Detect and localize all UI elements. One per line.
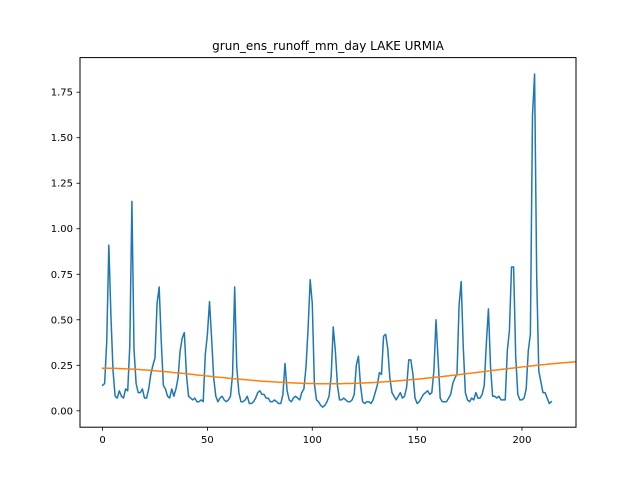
y-axis: 0.00 0.25 0.50 0.75 1.00 1.25 1.50 1.75 <box>51 88 80 417</box>
y-tick-label: 0.75 <box>51 270 73 281</box>
series-line-1 <box>101 73 553 408</box>
axes-frame <box>79 57 577 428</box>
series-layer <box>101 73 576 408</box>
y-tick-label: 0.00 <box>51 406 73 417</box>
y-tick-label: 1.00 <box>51 224 73 235</box>
chart-title: grun_ens_runoff_mm_day LAKE URMIA <box>212 39 444 53</box>
x-tick-label: 0 <box>99 435 105 446</box>
x-axis: 0 50 100 150 200 <box>99 427 532 446</box>
y-tick-label: 0.50 <box>51 315 73 326</box>
x-tick-label: 100 <box>303 435 322 446</box>
y-tick-label: 1.25 <box>51 179 73 190</box>
y-tick-label: 0.25 <box>51 361 73 372</box>
x-tick-label: 150 <box>408 435 427 446</box>
y-tick-label: 1.50 <box>51 133 73 144</box>
x-tick-label: 50 <box>201 435 214 446</box>
x-tick-label: 200 <box>512 435 531 446</box>
plot-area <box>79 57 577 428</box>
series-line-2 <box>101 360 576 385</box>
y-tick-label: 1.75 <box>51 88 73 99</box>
